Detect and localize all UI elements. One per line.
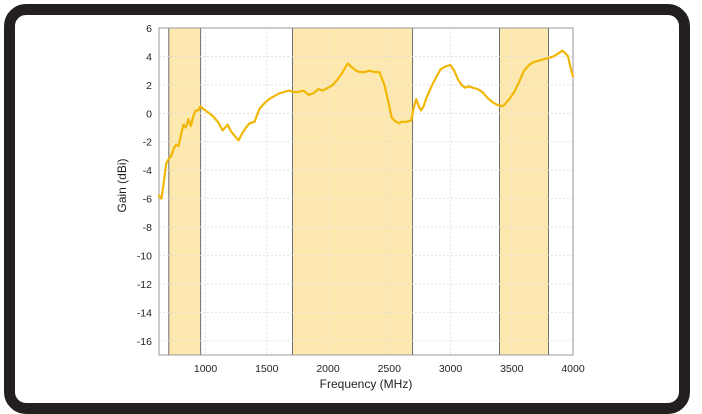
- y-axis-label: Gain (dBi): [115, 158, 129, 212]
- y-tick-label: 6: [146, 23, 152, 35]
- plot-area-border: [158, 27, 574, 356]
- x-axis-label: Frequency (MHz): [320, 377, 413, 391]
- y-tick-label: -4: [143, 165, 152, 177]
- frequency-band-1: [168, 27, 202, 356]
- y-tick-label: -8: [143, 222, 152, 234]
- x-tick-label: 3500: [500, 363, 524, 375]
- x-tick-label: 2000: [316, 363, 340, 375]
- y-tick-label: -10: [137, 250, 152, 262]
- y-tick-label: -16: [137, 336, 152, 348]
- x-tick-label: 1500: [255, 363, 279, 375]
- y-tick-label: -2: [143, 137, 152, 149]
- y-tick-label: -6: [143, 194, 152, 206]
- y-tick-label: 4: [146, 51, 152, 63]
- x-tick-label: 1000: [194, 363, 218, 375]
- y-tick-label: 0: [146, 108, 152, 120]
- frequency-band-2: [292, 27, 414, 356]
- frequency-band-3: [499, 27, 550, 356]
- y-tick-label: -12: [137, 279, 152, 291]
- x-tick-label: 4000: [561, 363, 585, 375]
- x-tick-label: 3000: [439, 363, 463, 375]
- y-tick-label: 2: [146, 80, 152, 92]
- gain-series-line-1: [157, 49, 575, 200]
- x-tick-label: 2500: [378, 363, 402, 375]
- y-tick-label: -14: [137, 307, 152, 319]
- gain-chart: 6 4 2 0 -2 -4 -6 -8 -10 -12 -14 -16 1000 1500 2000 2500…: [115, 23, 585, 391]
